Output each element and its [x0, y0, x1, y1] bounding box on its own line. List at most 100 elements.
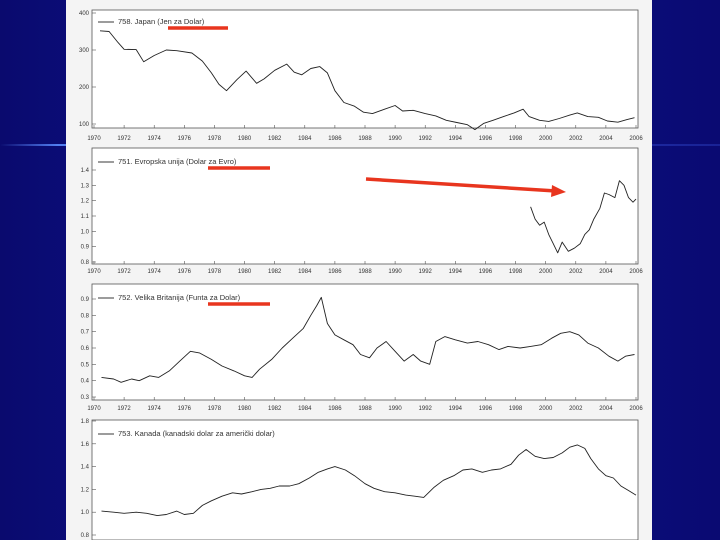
- x-tick-label: 1974: [148, 269, 162, 275]
- x-tick-label: 1978: [208, 406, 222, 412]
- y-tick-label: 0.9: [81, 297, 90, 303]
- x-tick-label: 1972: [117, 136, 131, 142]
- x-tick-label: 1994: [449, 136, 463, 142]
- x-tick-label: 2002: [569, 136, 583, 142]
- x-tick-label: 1986: [328, 136, 342, 142]
- chart-title: 751. Evropska unija (Dolar za Evro): [118, 157, 237, 166]
- x-tick-label: 1992: [419, 136, 433, 142]
- y-tick-label: 200: [79, 85, 90, 91]
- y-tick-label: 1.1: [81, 214, 90, 220]
- charts-sheet: 400 300 200 100 1970 1972 1974 1976 1978 1980 1982…: [66, 0, 652, 540]
- chart-title: 753. Kanada (kanadski dolar za američki …: [118, 429, 275, 438]
- y-tick-label: 100: [79, 122, 90, 128]
- plot-frame: [91, 283, 639, 401]
- chart-panel-2: 1.4 1.3 1.2 1.1 1.0 0.9 0.8 1970 1972 1974 1976 197…: [81, 147, 643, 275]
- x-tick-label: 2002: [569, 406, 583, 412]
- x-tick-label: 1974: [148, 406, 162, 412]
- plot-frame: [91, 147, 639, 265]
- x-tick-label: 1988: [358, 406, 372, 412]
- x-tick-label: 1992: [419, 406, 433, 412]
- x-tick-label: 1998: [509, 406, 523, 412]
- x-tick-label: 1972: [117, 406, 131, 412]
- x-tick-label: 1990: [388, 406, 402, 412]
- y-tick-label: 0.8: [81, 260, 90, 266]
- chart-title: 758. Japan (Jen za Dolar): [118, 17, 205, 26]
- x-tick-label: 2006: [629, 136, 643, 142]
- x-tick-label: 1980: [238, 269, 252, 275]
- y-tick-label: 1.4: [81, 168, 90, 174]
- y-tick-label: 0.8: [81, 533, 90, 539]
- x-tick-label: 1970: [87, 406, 101, 412]
- x-tick-label: 1996: [479, 406, 493, 412]
- x-tick-label: 1986: [328, 269, 342, 275]
- x-tick-label: 1996: [479, 269, 493, 275]
- x-tick-label: 1994: [449, 406, 463, 412]
- x-tick-label: 1984: [298, 406, 312, 412]
- y-tick-label: 1.8: [81, 419, 90, 425]
- x-tick-label: 1978: [208, 136, 222, 142]
- x-tick-label: 2004: [599, 406, 613, 412]
- x-tick-label: 1994: [449, 269, 463, 275]
- y-tick-label: 400: [79, 11, 90, 17]
- series-line: [101, 296, 635, 383]
- x-tick-label: 1996: [479, 136, 493, 142]
- x-tick-label: 1982: [268, 136, 282, 142]
- y-tick-label: 0.8: [81, 313, 90, 319]
- y-tick-label: 1.2: [81, 487, 90, 493]
- x-tick-label: 1990: [388, 136, 402, 142]
- y-tick-label: 1.0: [81, 510, 90, 516]
- y-tick-label: 1.3: [81, 183, 90, 189]
- x-tick-label: 1974: [148, 136, 162, 142]
- x-tick-label: 1990: [388, 269, 402, 275]
- x-tick-label: 1998: [509, 269, 523, 275]
- x-tick-label: 2000: [539, 406, 553, 412]
- y-tick-label: 0.9: [81, 245, 90, 251]
- x-tick-label: 1976: [178, 269, 192, 275]
- x-tick-label: 1998: [509, 136, 523, 142]
- series-line: [530, 180, 637, 254]
- x-tick-label: 1992: [419, 269, 433, 275]
- x-tick-label: 1976: [178, 136, 192, 142]
- x-tick-label: 1988: [358, 269, 372, 275]
- x-tick-label: 1982: [268, 269, 282, 275]
- plot-frame: [91, 419, 639, 540]
- x-tick-label: 1972: [117, 269, 131, 275]
- y-tick-label: 0.3: [81, 395, 90, 401]
- chart-panel-4: 1.8 1.6 1.4 1.2 1.0 0.8 753. Kanada (kanadski …: [81, 419, 639, 540]
- x-tick-label: 1980: [238, 136, 252, 142]
- x-tick-label: 2002: [569, 269, 583, 275]
- trend-arrow: [365, 177, 566, 197]
- series-line: [99, 30, 635, 131]
- y-tick-label: 1.6: [81, 442, 90, 448]
- x-tick-label: 1976: [178, 406, 192, 412]
- arrow-shaft: [365, 177, 557, 193]
- x-tick-label: 2006: [629, 269, 643, 275]
- y-tick-label: 0.5: [81, 362, 90, 368]
- chart-title: 752. Velika Britanija (Funta za Dolar): [118, 293, 241, 302]
- x-tick-label: 1978: [208, 269, 222, 275]
- y-tick-label: 1.0: [81, 229, 90, 235]
- y-tick-label: 1.2: [81, 199, 90, 205]
- arrow-head: [551, 185, 566, 197]
- x-tick-label: 2006: [629, 406, 643, 412]
- x-tick-label: 1988: [358, 136, 372, 142]
- chart-panel-1: 400 300 200 100 1970 1972 1974 1976 1978 1980 1982…: [79, 9, 643, 142]
- y-tick-label: 0.6: [81, 346, 90, 352]
- x-tick-label: 1982: [268, 406, 282, 412]
- x-tick-label: 2000: [539, 136, 553, 142]
- charts-canvas: 400 300 200 100 1970 1972 1974 1976 1978 1980 1982…: [79, 9, 643, 540]
- x-tick-label: 2004: [599, 136, 613, 142]
- y-tick-label: 0.4: [81, 379, 90, 385]
- y-tick-label: 0.7: [81, 330, 90, 336]
- x-tick-label: 2000: [539, 269, 553, 275]
- x-tick-label: 1984: [298, 136, 312, 142]
- x-tick-label: 1980: [238, 406, 252, 412]
- x-tick-label: 1984: [298, 269, 312, 275]
- y-tick-label: 1.4: [81, 465, 90, 471]
- series-line: [101, 444, 637, 517]
- chart-panel-3: 0.9 0.8 0.7 0.6 0.5 0.4 0.3 1970 1972 1974 1976 197…: [81, 283, 643, 412]
- x-tick-label: 1970: [87, 136, 101, 142]
- y-tick-label: 300: [79, 48, 90, 54]
- x-tick-label: 1970: [87, 269, 101, 275]
- x-tick-label: 1986: [328, 406, 342, 412]
